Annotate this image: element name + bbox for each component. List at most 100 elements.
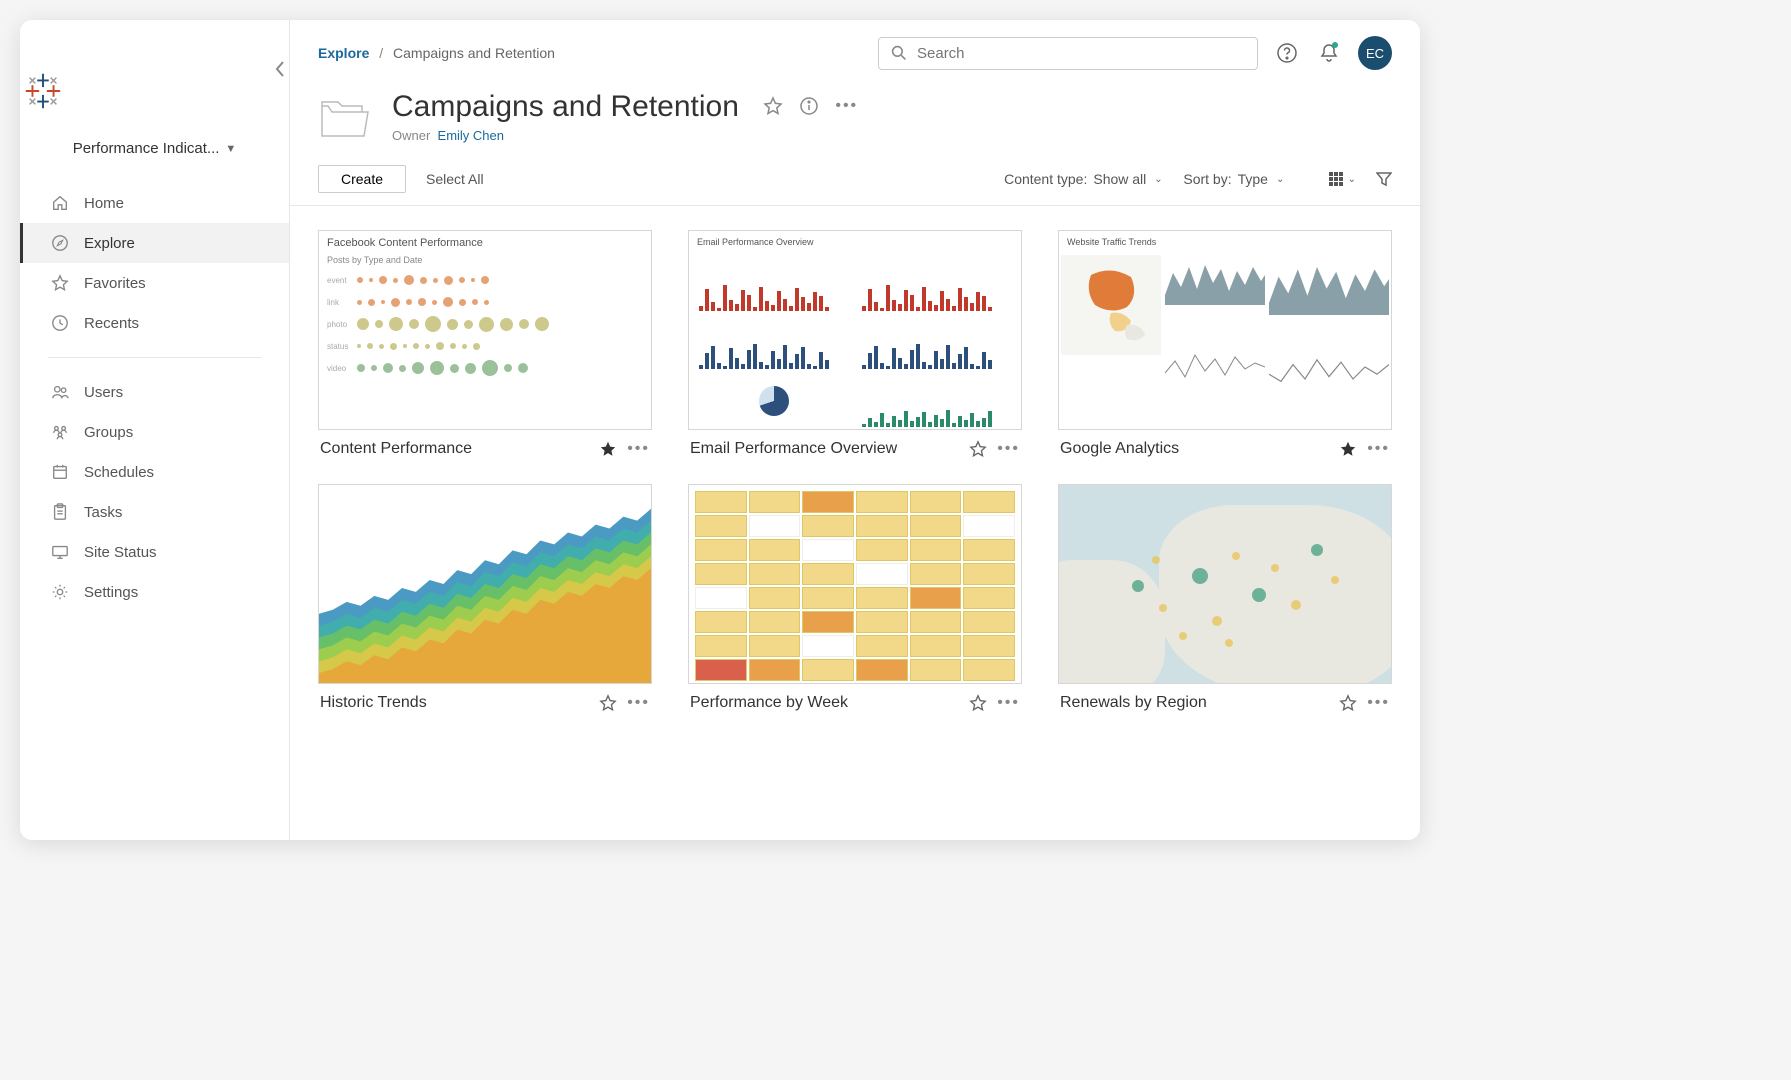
thumb-title: Website Traffic Trends: [1059, 231, 1391, 253]
topbar: Explore / Campaigns and Retention EC: [290, 20, 1420, 82]
card-more-button[interactable]: •••: [997, 694, 1020, 712]
avatar-initials: EC: [1366, 46, 1384, 61]
nav-primary: Home Explore Favorites Recents: [20, 183, 289, 343]
filter-button[interactable]: [1376, 171, 1392, 187]
site-name: Performance Indicat...: [73, 140, 220, 157]
card-title: Performance by Week: [690, 694, 959, 712]
select-all-button[interactable]: Select All: [426, 171, 484, 187]
content-toolbar: Create Select All Content type: Show all…: [290, 151, 1420, 206]
nav-label: Users: [84, 384, 123, 401]
workbook-card[interactable]: Email Performance Overview Email Perform…: [688, 230, 1022, 458]
map-chart: Renewal Rate: [1059, 485, 1391, 683]
breadcrumb-separator: /: [379, 45, 383, 61]
help-button[interactable]: [1274, 40, 1300, 66]
workbook-card[interactable]: Performance by Week •••: [688, 484, 1022, 712]
mini-area-chart: [1165, 255, 1265, 305]
nav-favorites[interactable]: Favorites: [20, 263, 289, 303]
workbook-card[interactable]: Historic Trends •••: [318, 484, 652, 712]
filter-value: Show all: [1093, 171, 1146, 187]
search-icon: [891, 45, 907, 61]
page-title: Campaigns and Retention: [392, 90, 739, 124]
clock-icon: [50, 313, 70, 333]
filter-value: Type: [1238, 171, 1268, 187]
gear-icon: [50, 582, 70, 602]
thumb-title: Email Performance Overview: [689, 231, 1021, 253]
app-logo: [20, 40, 289, 128]
page-title-block: Campaigns and Retention ••• Owner Emily …: [392, 90, 858, 143]
nav-groups[interactable]: Groups: [20, 412, 289, 452]
star-icon[interactable]: [969, 440, 987, 458]
nav-label: Recents: [84, 315, 139, 332]
create-button[interactable]: Create: [318, 165, 406, 193]
sort-filter[interactable]: Sort by: Type⌄: [1183, 171, 1307, 187]
nav-recents[interactable]: Recents: [20, 303, 289, 343]
nav-home[interactable]: Home: [20, 183, 289, 223]
card-title: Historic Trends: [320, 694, 589, 712]
view-mode-toggle[interactable]: ⌄: [1328, 171, 1356, 187]
users-icon: [50, 382, 70, 402]
folder-icon: [318, 96, 372, 142]
workbook-thumbnail: Website Traffic Trends: [1058, 230, 1392, 430]
chevron-down-icon: ⌄: [1348, 174, 1356, 185]
nav-label: Site Status: [84, 544, 157, 561]
workbook-thumbnail: Facebook Content Performance Posts by Ty…: [318, 230, 652, 430]
chevron-down-icon: ⌄: [1154, 174, 1162, 185]
nav-label: Tasks: [84, 504, 122, 521]
card-more-button[interactable]: •••: [997, 440, 1020, 458]
star-icon[interactable]: [1339, 694, 1357, 712]
home-icon: [50, 193, 70, 213]
workbook-thumbnail: Email Performance Overview: [688, 230, 1022, 430]
card-more-button[interactable]: •••: [1367, 440, 1390, 458]
groups-icon: [50, 422, 70, 442]
nav-label: Schedules: [84, 464, 154, 481]
workbook-card[interactable]: Facebook Content Performance Posts by Ty…: [318, 230, 652, 458]
nav-separator: [48, 357, 261, 358]
card-more-button[interactable]: •••: [627, 694, 650, 712]
app-window: Performance Indicat... ▼ Home Explore Fa…: [20, 20, 1420, 840]
star-icon[interactable]: [969, 694, 987, 712]
compass-icon: [50, 233, 70, 253]
thumb-title: Facebook Content Performance: [319, 231, 651, 255]
star-icon[interactable]: [1339, 440, 1357, 458]
card-title: Google Analytics: [1060, 440, 1329, 458]
filter-label: Sort by:: [1183, 171, 1231, 187]
card-more-button[interactable]: •••: [627, 440, 650, 458]
calendar-icon: [50, 462, 70, 482]
mini-line-chart: [1165, 343, 1265, 393]
site-selector[interactable]: Performance Indicat... ▼: [20, 128, 289, 183]
mini-map: [1061, 255, 1161, 355]
favorite-page-button[interactable]: [763, 96, 783, 116]
nav-settings[interactable]: Settings: [20, 572, 289, 612]
nav-tasks[interactable]: Tasks: [20, 492, 289, 532]
workbook-card[interactable]: Renewal Rate Renewals by Region •••: [1058, 484, 1392, 712]
owner-label: Owner: [392, 128, 430, 143]
nav-site-status[interactable]: Site Status: [20, 532, 289, 572]
page-more-button[interactable]: •••: [835, 97, 858, 115]
nav-admin: Users Groups Schedules Tasks Site Status…: [20, 372, 289, 612]
user-avatar[interactable]: EC: [1358, 36, 1392, 70]
card-more-button[interactable]: •••: [1367, 694, 1390, 712]
workbook-card[interactable]: Website Traffic Trends: [1058, 230, 1392, 458]
monitor-icon: [50, 542, 70, 562]
caret-down-icon: ▼: [225, 143, 236, 155]
owner-link[interactable]: Emily Chen: [438, 128, 504, 143]
info-button[interactable]: [799, 96, 819, 116]
search-input[interactable]: [917, 45, 1245, 62]
notifications-button[interactable]: [1316, 40, 1342, 66]
breadcrumb-root[interactable]: Explore: [318, 45, 369, 61]
workbook-thumbnail: Renewal Rate: [1058, 484, 1392, 684]
search-box[interactable]: [878, 37, 1258, 70]
nav-users[interactable]: Users: [20, 372, 289, 412]
star-icon[interactable]: [599, 694, 617, 712]
thumb-subtitle: Posts by Type and Date: [319, 255, 651, 269]
mini-line-chart: [1269, 343, 1389, 403]
sidebar: Performance Indicat... ▼ Home Explore Fa…: [20, 20, 290, 840]
collapse-sidebar-icon[interactable]: [274, 60, 286, 78]
content-grid: Facebook Content Performance Posts by Ty…: [290, 206, 1420, 840]
nav-explore[interactable]: Explore: [20, 223, 289, 263]
star-icon[interactable]: [599, 440, 617, 458]
content-type-filter[interactable]: Content type: Show all⌄: [1004, 171, 1163, 187]
stacked-area-chart: [319, 485, 651, 683]
nav-schedules[interactable]: Schedules: [20, 452, 289, 492]
breadcrumb-current: Campaigns and Retention: [393, 45, 555, 61]
